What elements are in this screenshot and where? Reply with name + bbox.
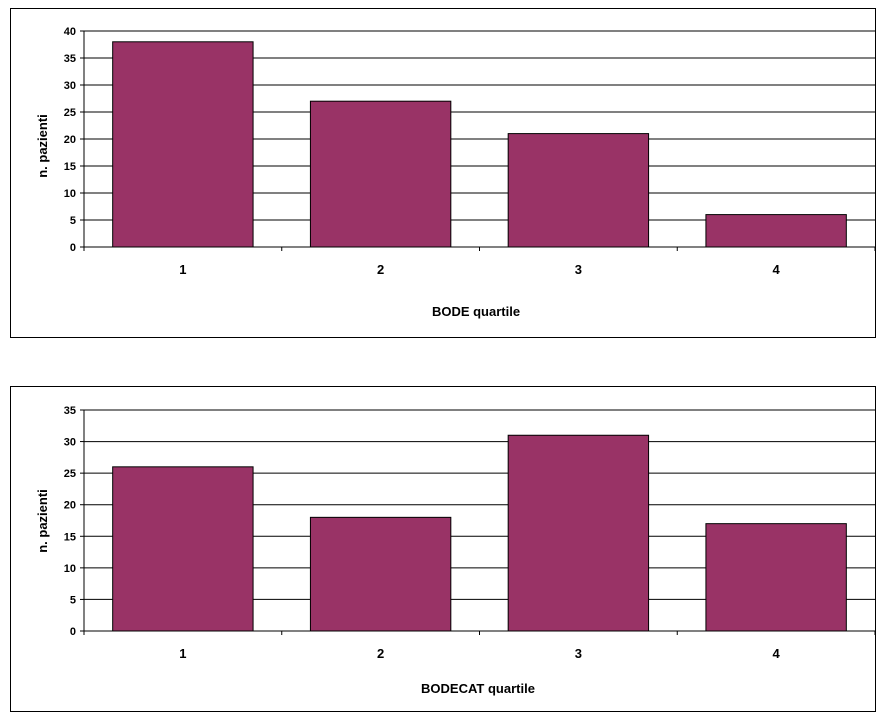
bode-bar-3 <box>507 133 650 248</box>
bode-category-label: 2 <box>377 262 384 277</box>
bode-y-tick-label: 10 <box>64 188 76 200</box>
bodecat-y-axis-label: n. pazienti <box>35 489 50 553</box>
bode-quartile-chart: n. pazienti BODE quartile 0 5 10 15 20 25 30 35… <box>10 8 876 338</box>
bode-y-tick-label: 0 <box>70 242 76 254</box>
bode-category-label: 3 <box>575 262 582 277</box>
bodecat-bar-1 <box>112 466 254 632</box>
bodecat-y-tick-label: 30 <box>64 437 76 449</box>
bode-chart-svg: n. pazienti BODE quartile 0 5 10 15 20 25 30 35… <box>35 26 875 319</box>
bode-y-tick-label: 35 <box>64 53 76 65</box>
bode-bar-4 <box>705 214 847 248</box>
bodecat-category-label: 3 <box>575 646 582 661</box>
bodecat-y-tick-label: 20 <box>64 500 76 512</box>
bodecat-category-label: 4 <box>773 646 781 661</box>
bodecat-x-axis-label: BODECAT quartile <box>421 681 535 696</box>
bodecat-category-label: 2 <box>377 646 384 661</box>
bodecat-quartile-chart: n. pazienti BODECAT quartile 0 5 10 15 20 25 3… <box>10 386 876 712</box>
bode-y-tick-label: 30 <box>64 80 76 92</box>
bode-category-label: 4 <box>773 262 781 277</box>
bodecat-y-tick-label: 0 <box>70 626 76 638</box>
bodecat-y-tick-label: 35 <box>64 405 76 417</box>
bodecat-bar-3 <box>507 434 650 632</box>
bodecat-chart-svg: n. pazienti BODECAT quartile 0 5 10 15 20 25 3… <box>35 405 875 696</box>
bode-y-tick-label: 20 <box>64 134 76 146</box>
bode-y-tick-label: 40 <box>64 26 76 38</box>
bodecat-bar-4 <box>705 523 847 632</box>
bode-bar-1 <box>112 41 254 248</box>
bodecat-y-tick-label: 15 <box>64 531 76 543</box>
bode-y-axis-label: n. pazienti <box>35 114 50 178</box>
bode-bar-2 <box>309 100 452 248</box>
bodecat-category-label: 1 <box>179 646 186 661</box>
bode-y-tick-label: 5 <box>70 215 76 227</box>
bode-y-tick-label: 15 <box>64 161 76 173</box>
bodecat-y-tick-label: 5 <box>70 594 76 606</box>
bodecat-y-tick-label: 10 <box>64 563 76 575</box>
bodecat-y-tick-label: 25 <box>64 468 76 480</box>
bode-x-axis-label: BODE quartile <box>432 304 520 319</box>
bode-category-label: 1 <box>179 262 186 277</box>
bodecat-bar-2 <box>309 516 452 632</box>
bode-y-tick-label: 25 <box>64 107 76 119</box>
